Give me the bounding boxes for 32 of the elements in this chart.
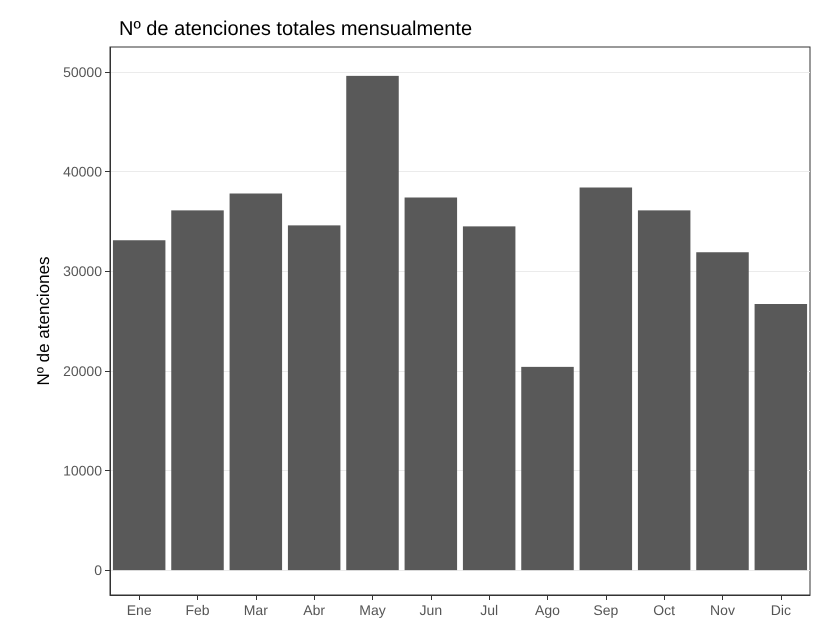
x-tick-label: Jul bbox=[480, 602, 498, 618]
y-tick-label: 20000 bbox=[63, 362, 102, 379]
x-tick-label: Jun bbox=[420, 602, 442, 618]
bar bbox=[288, 225, 340, 570]
bar bbox=[754, 304, 808, 570]
y-tick-label: 0 bbox=[94, 562, 102, 578]
x-tick-label: May bbox=[359, 602, 386, 618]
bar bbox=[638, 210, 690, 570]
x-tick-label: Dic bbox=[770, 602, 791, 618]
x-tick-label: Mar bbox=[244, 602, 268, 618]
bar bbox=[521, 366, 574, 570]
x-tick-label: Abr bbox=[303, 602, 326, 618]
bar bbox=[112, 240, 166, 570]
y-tick-label: 40000 bbox=[63, 164, 102, 180]
bar bbox=[346, 76, 399, 570]
y-tick-label: 50000 bbox=[63, 64, 102, 80]
bar bbox=[696, 252, 749, 570]
bar bbox=[404, 197, 458, 570]
y-tick-label: 10000 bbox=[63, 462, 102, 478]
x-tick-label: Sep bbox=[593, 602, 618, 618]
y-tick-label: 30000 bbox=[63, 263, 102, 280]
x-tick-label: Ago bbox=[535, 602, 560, 618]
bar bbox=[580, 187, 632, 570]
x-tick-label: Oct bbox=[653, 602, 676, 618]
chart-title: Nº de atenciones totales mensualmente bbox=[119, 18, 472, 40]
x-tick-label: Feb bbox=[185, 602, 210, 618]
bar bbox=[462, 226, 516, 570]
bar bbox=[171, 210, 224, 570]
y-axis-title: Nº de atenciones bbox=[34, 256, 53, 386]
x-tick-label: Nov bbox=[710, 602, 735, 618]
x-tick-label: Ene bbox=[126, 602, 152, 618]
bar bbox=[230, 193, 282, 570]
